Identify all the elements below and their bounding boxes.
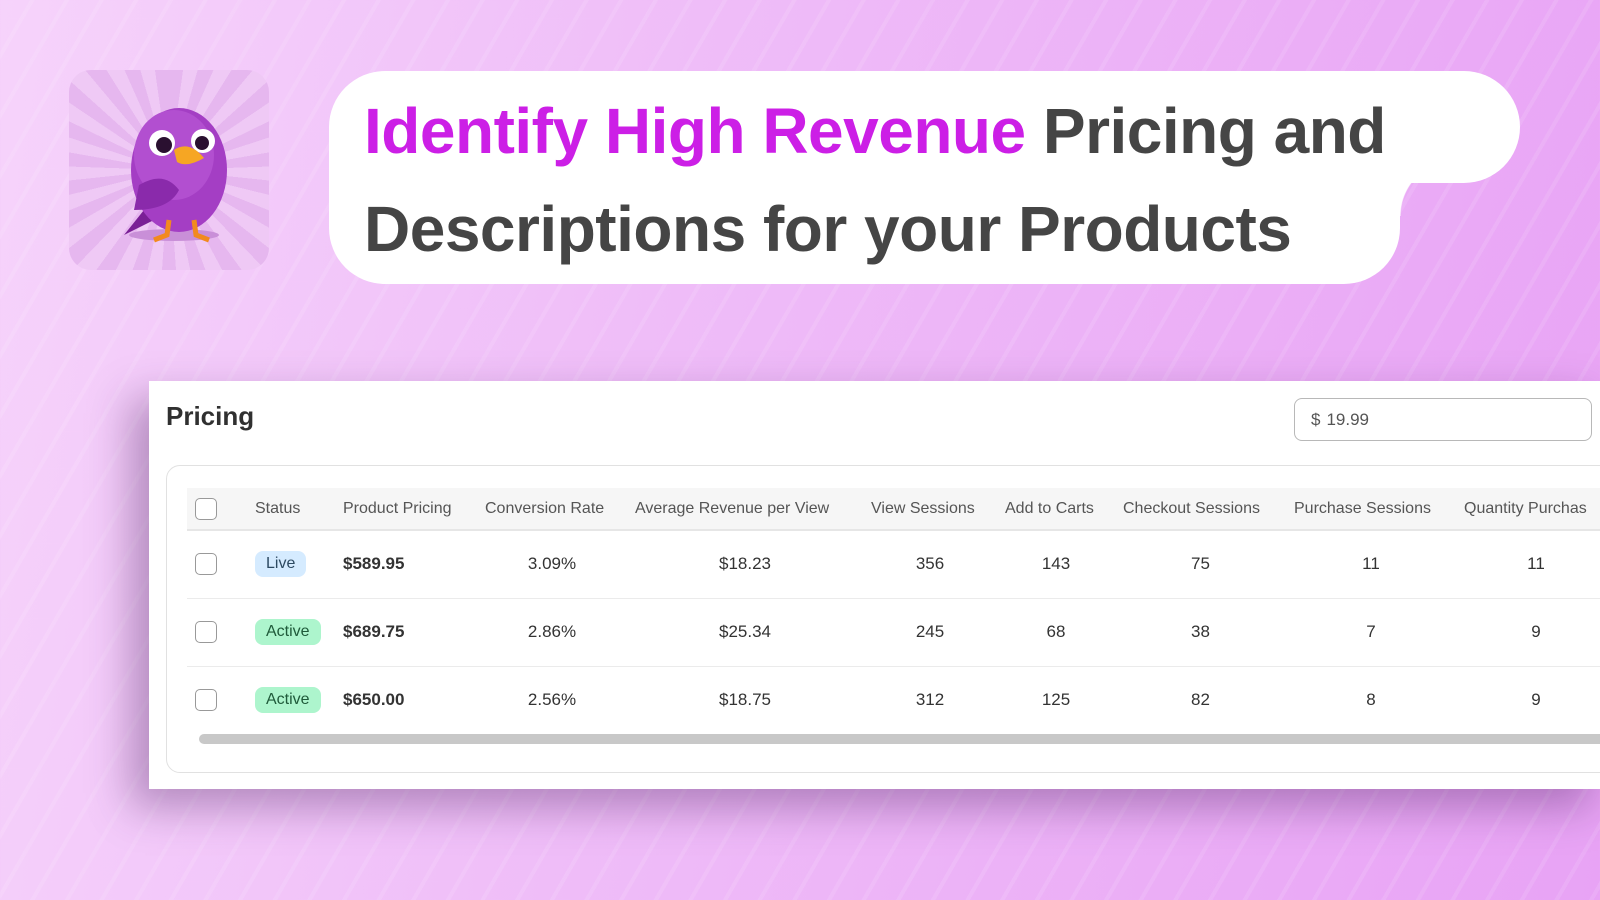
row-checkbox[interactable]	[195, 553, 217, 576]
cell-carts: 125	[1041, 690, 1071, 710]
cell-arpv: $25.34	[627, 598, 863, 667]
header-add-to-carts[interactable]: Add to Carts	[997, 488, 1115, 531]
cell-purchases: 8	[1366, 690, 1376, 710]
headline: Identify High Revenue Pricing and Descri…	[364, 82, 1386, 278]
cell-views: 356	[863, 530, 997, 599]
cell-checkout: 38	[1115, 598, 1286, 667]
header-arpv[interactable]: Average Revenue per View	[627, 488, 863, 531]
horizontal-scrollbar[interactable]	[199, 734, 1600, 744]
cell-purchases: 7	[1286, 598, 1456, 667]
cell-carts: 68	[997, 598, 1115, 667]
headline-highlight: Identify High Revenue	[364, 95, 1026, 167]
table-header-row: Status Product Pricing Conversion Rate A…	[187, 488, 1600, 531]
headline-bubble-lower	[329, 160, 1456, 284]
app-logo	[69, 70, 269, 270]
cell-arpv: $18.75	[719, 690, 771, 710]
cell-views: 312	[915, 690, 945, 710]
cell-quantity: 9	[1456, 598, 1600, 667]
header-view-sessions[interactable]: View Sessions	[863, 488, 997, 531]
header-purchase-sessions[interactable]: Purchase Sessions	[1286, 488, 1456, 531]
status-badge: Active	[255, 687, 321, 714]
cell-conversion: 2.56%	[527, 690, 577, 710]
cell-pricing: $650.00	[343, 690, 405, 710]
header-conversion-rate[interactable]: Conversion Rate	[477, 488, 627, 531]
header-checkout-sessions[interactable]: Checkout Sessions	[1115, 488, 1286, 531]
price-input[interactable]: $ 19.99	[1294, 398, 1592, 441]
cell-conversion: 3.09%	[477, 530, 627, 599]
cell-views: 245	[863, 598, 997, 667]
cell-checkout: 75	[1115, 530, 1286, 599]
panel-title: Pricing	[166, 401, 255, 431]
cell-conversion: 2.86%	[477, 598, 627, 667]
status-badge: Live	[255, 551, 307, 578]
headline-line2: Descriptions for your Products	[364, 193, 1292, 265]
cell-pricing: $689.75	[335, 598, 477, 667]
header-product-pricing[interactable]: Product Pricing	[335, 488, 477, 531]
headline-line1: Pricing and	[1042, 95, 1387, 167]
table-row[interactable]: Active $689.75 2.86% $25.34 245 68 38 7 …	[187, 598, 1600, 667]
row-checkbox[interactable]	[195, 621, 217, 643]
bird-mascot-icon	[124, 108, 227, 243]
pricing-table-card: Status Product Pricing Conversion Rate A…	[166, 465, 1600, 773]
pricing-table: Status Product Pricing Conversion Rate A…	[187, 488, 1600, 734]
pricing-panel: Pricing $ 19.99 Status Product Pricing C…	[149, 381, 1600, 789]
price-value: 19.99	[1326, 409, 1370, 429]
cell-quantity: 11	[1456, 530, 1600, 599]
currency-prefix: $	[1311, 409, 1321, 429]
cell-checkout: 82	[1191, 690, 1210, 710]
header-quantity-purchased[interactable]: Quantity Purchas	[1456, 488, 1600, 531]
table-row[interactable]: Live $589.95 3.09% $18.23 356 143 75 11 …	[187, 530, 1600, 599]
cell-quantity: 9	[1531, 690, 1541, 710]
cell-pricing: $589.95	[335, 530, 477, 599]
header-status[interactable]: Status	[247, 488, 335, 531]
table-row[interactable]: Active $650.00 2.56% $18.75 312 125 82 8…	[187, 666, 1600, 734]
select-all-checkbox[interactable]	[195, 497, 217, 520]
status-badge: Active	[255, 619, 321, 645]
cell-carts: 143	[997, 530, 1115, 599]
row-checkbox[interactable]	[195, 689, 217, 712]
cell-purchases: 11	[1286, 530, 1456, 599]
cell-arpv: $18.23	[627, 530, 863, 599]
